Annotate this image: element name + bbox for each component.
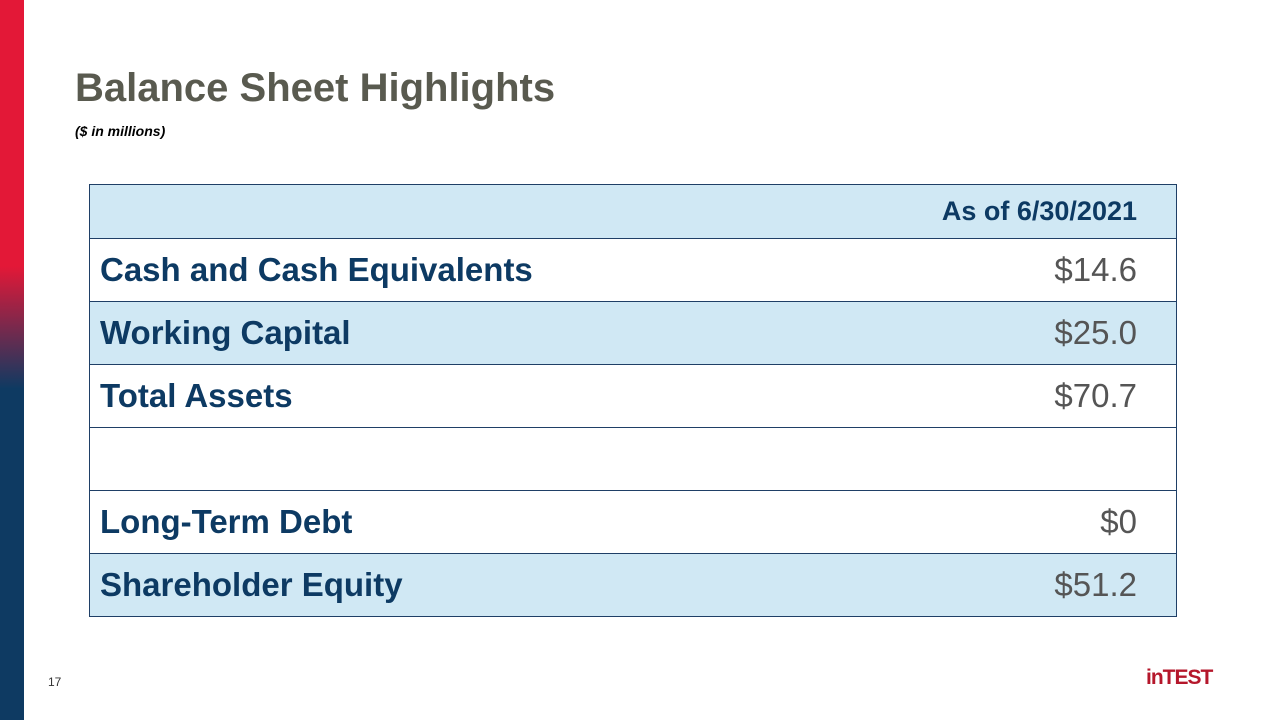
slide-title: Balance Sheet Highlights xyxy=(75,66,556,110)
column-header: As of 6/30/2021 xyxy=(89,184,1177,239)
logo: inTEST xyxy=(1146,666,1213,689)
row-value: $70.7 xyxy=(942,364,1177,428)
data-row: Shareholder Equity $51.2 xyxy=(88,553,1177,617)
blank-cell xyxy=(89,427,1177,491)
side-bar xyxy=(0,0,24,720)
data-row: Working Capital $25.0 xyxy=(88,301,1177,365)
row-value: $14.6 xyxy=(942,238,1177,302)
data-row: Cash and Cash Equivalents $14.6 xyxy=(88,238,1177,302)
blank-row xyxy=(89,427,1177,491)
row-label: Shareholder Equity xyxy=(88,553,943,617)
row-value: $25.0 xyxy=(942,301,1177,365)
slide-subtitle: ($ in millions) xyxy=(75,123,166,139)
header-row: As of 6/30/2021 xyxy=(89,184,1177,239)
row-value: $0 xyxy=(942,490,1177,554)
page-number: 17 xyxy=(48,675,62,689)
row-label: Working Capital xyxy=(88,301,943,365)
row-label: Total Assets xyxy=(88,364,943,428)
row-label: Cash and Cash Equivalents xyxy=(88,238,943,302)
balance-table: As of 6/30/2021 Cash and Cash Equivalent… xyxy=(88,184,1177,617)
row-value: $51.2 xyxy=(942,553,1177,617)
row-label: Long-Term Debt xyxy=(88,490,943,554)
data-row: Total Assets $70.7 xyxy=(88,364,1177,428)
data-row: Long-Term Debt $0 xyxy=(88,490,1177,554)
